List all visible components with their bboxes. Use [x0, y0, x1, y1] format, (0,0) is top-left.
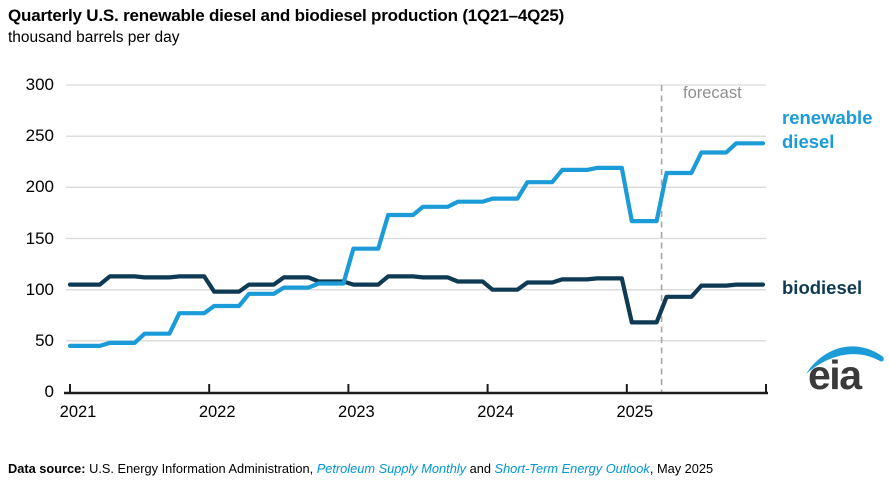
x-axis-label: 2025 [616, 403, 654, 421]
series-line-biodiesel [67, 274, 766, 325]
y-axis-label: 250 [25, 126, 54, 146]
x-axis-label: 2021 [59, 403, 97, 421]
y-axis-label: 50 [35, 330, 54, 350]
series-label-renewable-line1: renewable [782, 107, 873, 128]
page-subtitle: thousand barrels per day [8, 29, 180, 46]
eia-logo-text: eia [808, 352, 862, 398]
y-axis-label: 150 [25, 228, 54, 248]
x-axis-label: 2024 [477, 403, 514, 421]
eia-logo: eia [802, 336, 888, 400]
series-line-renewable-diesel [67, 141, 766, 348]
y-axis-label: 300 [25, 75, 54, 94]
x-axis-label: 2023 [338, 403, 375, 421]
y-axis-label: 200 [25, 177, 54, 197]
footer-link-short-term-energy-outlook[interactable]: Short-Term Energy Outlook [494, 461, 650, 476]
footer-text2: and [466, 461, 495, 476]
page-title: Quarterly U.S. renewable diesel and biod… [8, 6, 565, 25]
footer-link-petroleum-supply-monthly[interactable]: Petroleum Supply Monthly [316, 461, 467, 476]
y-axis-label: 0 [44, 382, 54, 401]
data-source-footer: Data source: U.S. Energy Information Adm… [8, 461, 713, 476]
eia-swoosh-icon [806, 346, 884, 374]
series-label-biodiesel: biodiesel [782, 277, 863, 298]
footer-text1: U.S. Energy Information Administration, [85, 461, 317, 476]
series-label-renewable-diesel: renewable diesel [782, 106, 873, 154]
x-axis-label: 2022 [198, 403, 236, 421]
forecast-label: forecast [683, 84, 742, 102]
y-axis-label: 100 [25, 279, 54, 299]
series-label-renewable-line2: diesel [782, 131, 835, 152]
footer-prefix: Data source: [8, 461, 86, 476]
footer-text3: , May 2025 [649, 461, 714, 476]
